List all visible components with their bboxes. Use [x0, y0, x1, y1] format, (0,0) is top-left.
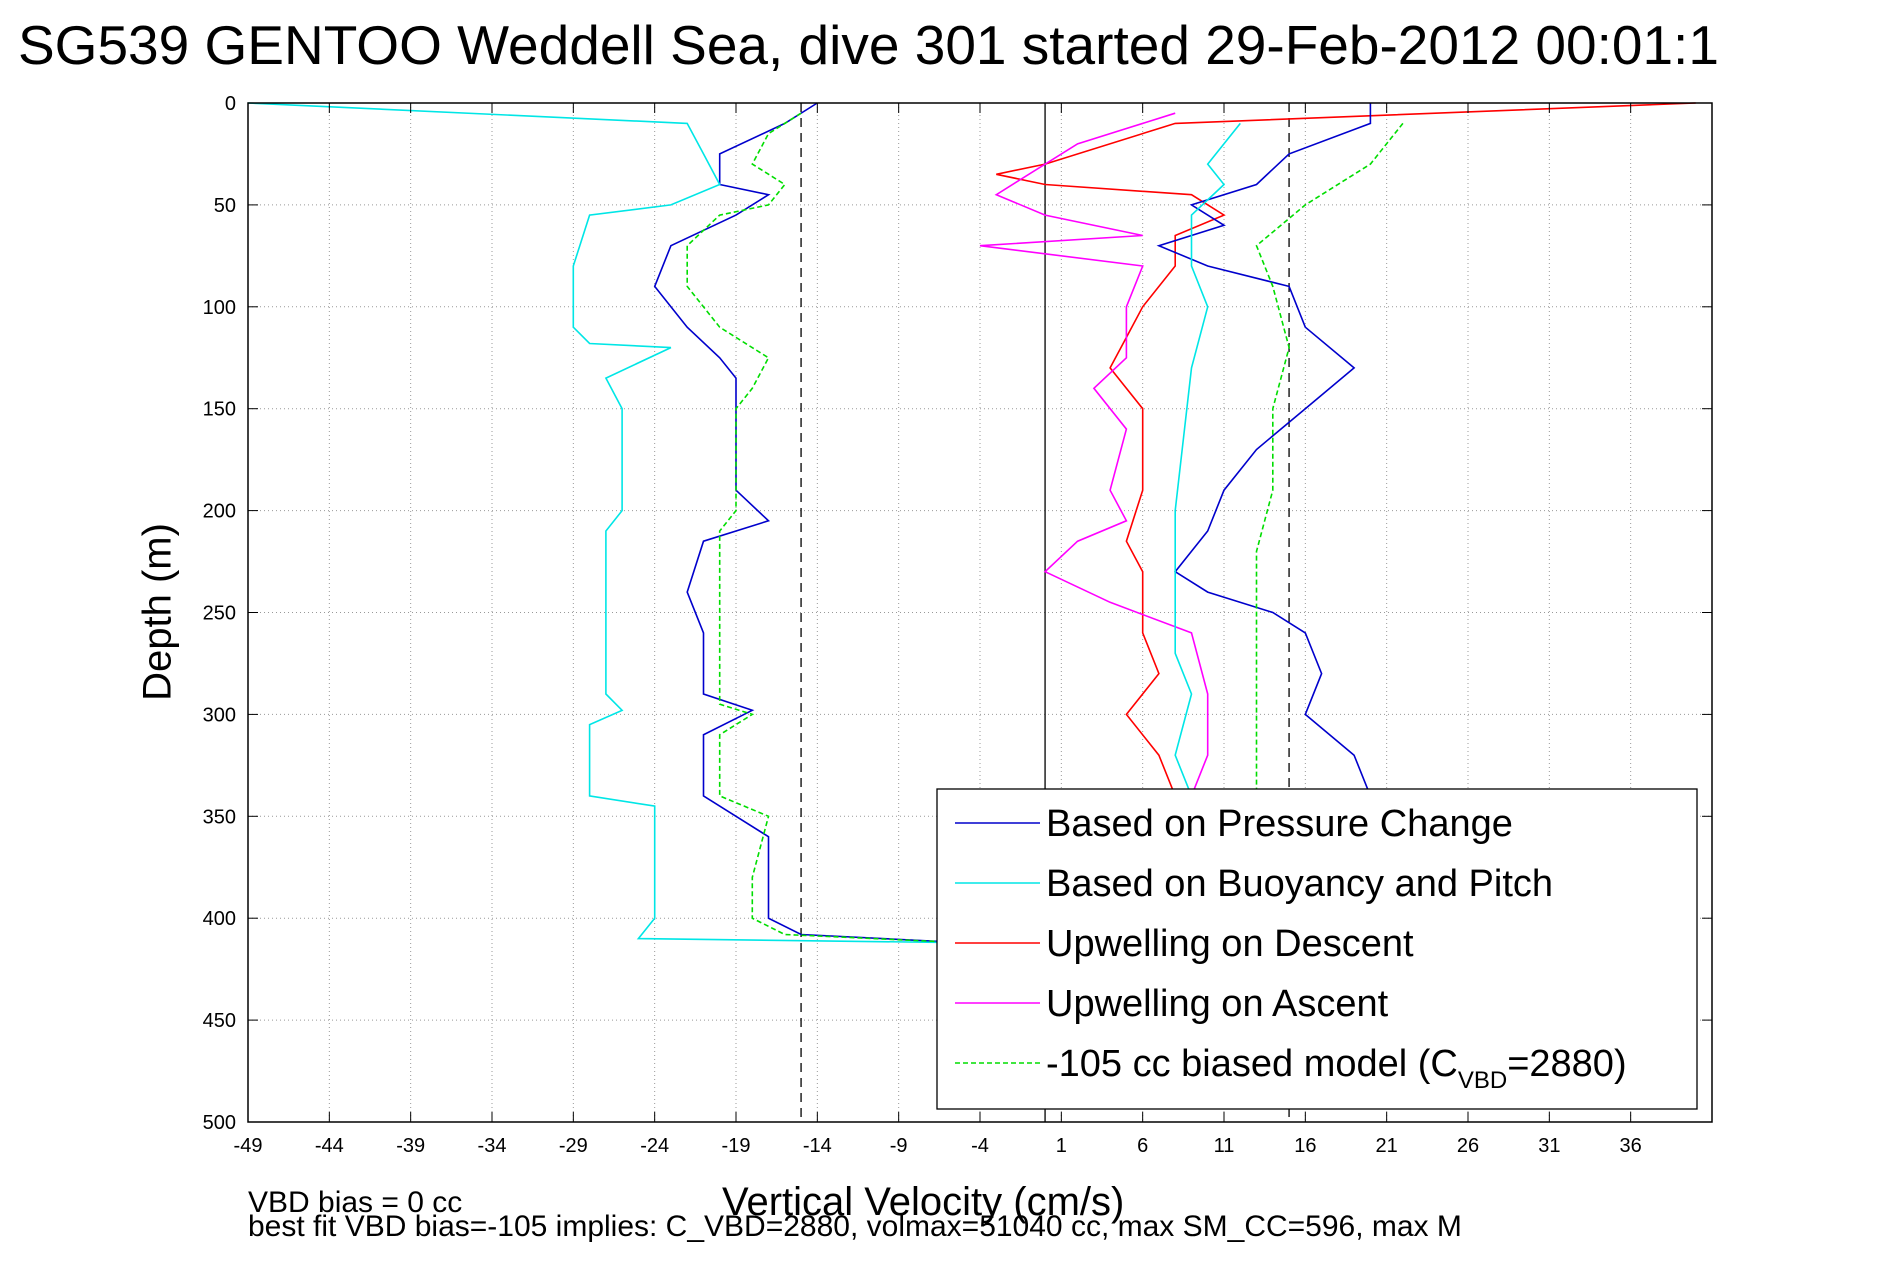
x-tick-label: -34	[478, 1135, 507, 1157]
legend-label: Based on Buoyancy and Pitch	[1046, 863, 1553, 905]
series-line-4	[686, 112, 964, 944]
legend-label-tail: =2880)	[1507, 1043, 1626, 1085]
x-tick-label: 1	[1056, 1135, 1067, 1157]
y-tick-label: 50	[214, 195, 236, 217]
y-tick-labels: 0 50 100 150 200 250 300 350 400 450 500	[203, 93, 236, 1134]
x-tick-label: -49	[234, 1135, 263, 1157]
footer-line-1: VBD bias = 0 cc	[248, 1186, 463, 1219]
legend-box	[936, 788, 1698, 1110]
legend: Based on Pressure Change Based on Buoyanc…	[936, 788, 1698, 1110]
x-tick-label: 21	[1376, 1135, 1398, 1157]
x-tick-label: -29	[559, 1135, 588, 1157]
y-tick-label: 0	[225, 93, 236, 115]
series-group	[247, 102, 1696, 944]
x-axis-label: Vertical Velocity (cm/s)	[722, 1180, 1125, 1224]
x-tick-label: 31	[1538, 1135, 1560, 1157]
x-tick-label: 11	[1214, 1135, 1235, 1157]
legend-subscript: VBD	[1458, 1067, 1507, 1094]
y-tick-label: 350	[203, 806, 236, 828]
x-tick-label: 6	[1137, 1135, 1148, 1157]
footer-line-2: best fit VBD bias=-105 implies: C_VBD=28…	[248, 1210, 1462, 1243]
y-tick-label: 500	[203, 1112, 236, 1134]
x-tick-label: 16	[1294, 1135, 1316, 1157]
y-tick-label: 300	[203, 704, 236, 726]
x-tick-label: -44	[315, 1135, 344, 1157]
x-tick-label: -9	[890, 1135, 908, 1157]
x-tick-label: -24	[640, 1135, 669, 1157]
series-line-2	[996, 102, 1696, 797]
legend-label: Upwelling on Descent	[1046, 923, 1414, 965]
y-tick-label: 100	[203, 297, 236, 319]
series-line-1	[247, 102, 964, 944]
y-tick-label: 150	[203, 399, 236, 421]
x-tick-label: 36	[1620, 1135, 1642, 1157]
series-line-7	[1255, 122, 1404, 796]
tick-marks	[247, 102, 1712, 1123]
series-line-3	[979, 112, 1209, 797]
y-tick-label: 400	[203, 908, 236, 930]
legend-label: Upwelling on Ascent	[1046, 983, 1389, 1025]
x-tick-label: -19	[722, 1135, 751, 1157]
y-tick-label: 250	[203, 603, 236, 625]
chart-title: SG539 GENTOO Weddell Sea, dive 301 start…	[18, 14, 1719, 76]
legend-label: Based on Pressure Change	[1046, 803, 1513, 845]
y-tick-label: 450	[203, 1010, 236, 1032]
x-tick-labels: -49 -44 -39 -34 -29 -24 -19 -14 -9 -4 1 6 11 16 21 26 31…	[234, 1135, 1642, 1157]
x-tick-label: -4	[971, 1135, 989, 1157]
series-line-0	[653, 102, 964, 944]
x-tick-label: -39	[396, 1135, 425, 1157]
series-line-6	[1174, 122, 1241, 797]
x-tick-label: 26	[1457, 1135, 1479, 1157]
series-line-5	[1156, 103, 1372, 797]
y-tick-label: 200	[203, 501, 236, 523]
y-axis-label: Depth (m)	[135, 523, 180, 701]
x-tick-label: -14	[803, 1135, 832, 1157]
